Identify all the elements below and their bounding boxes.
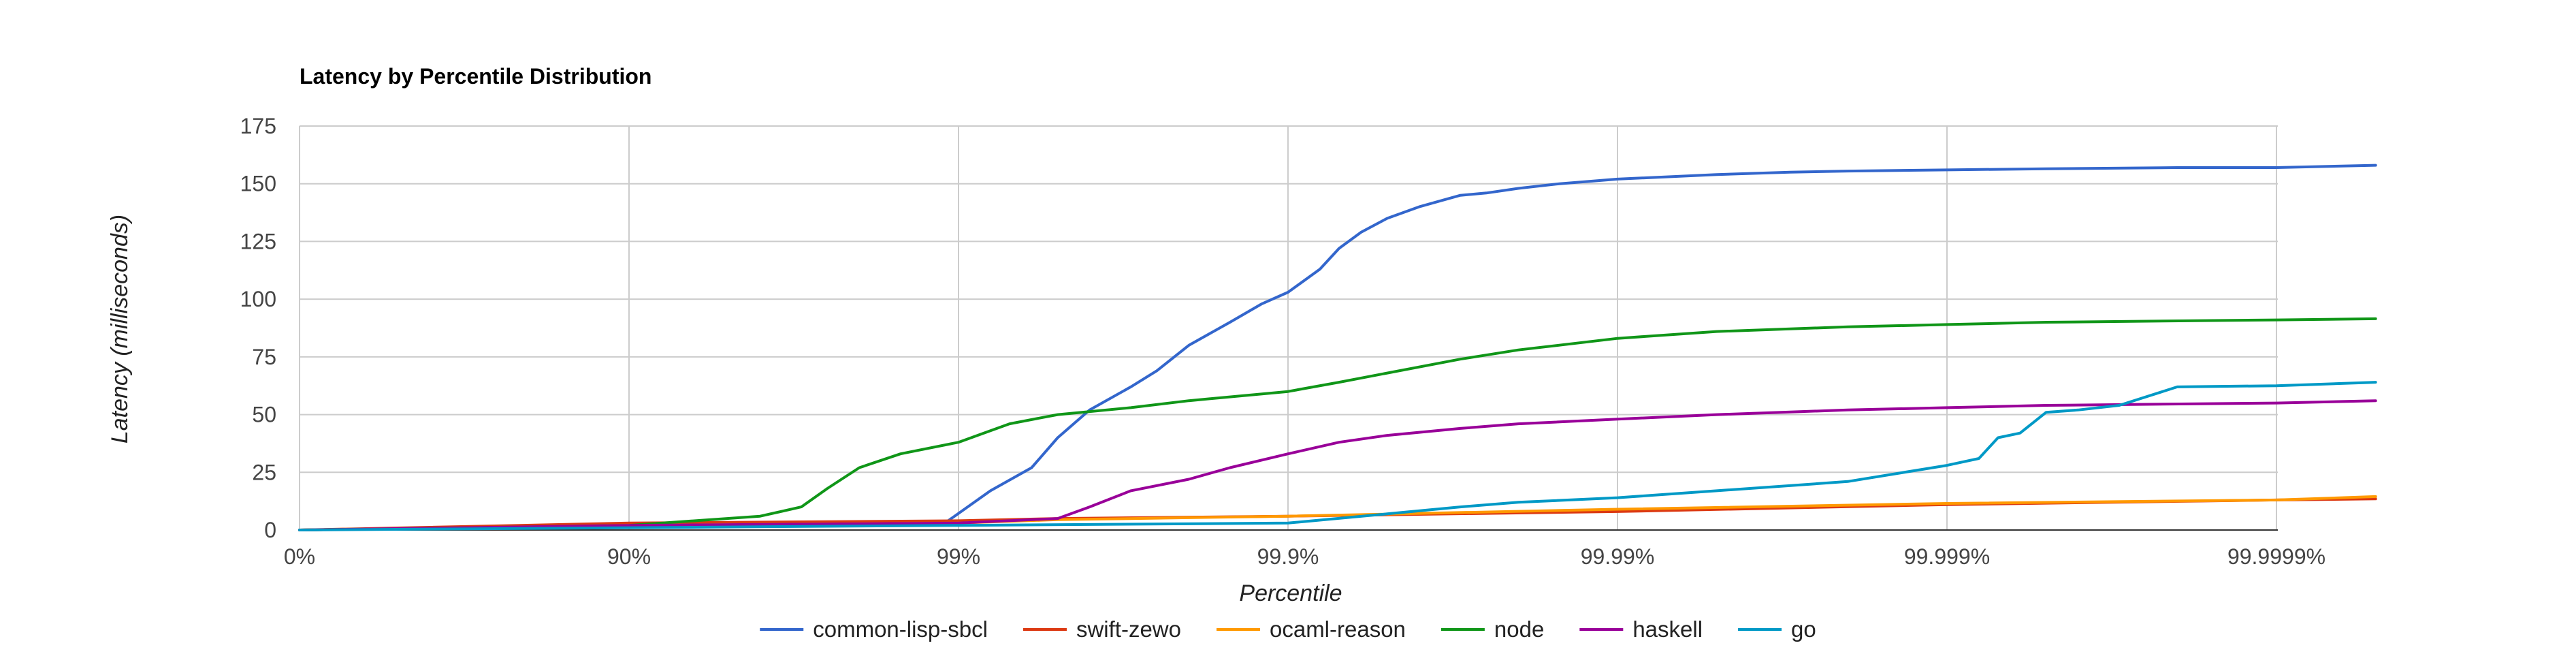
x-axis: 0% 90% 99% 99.9% 99.99% 99.999% 99.9999% [284, 544, 2325, 569]
series-line-node [298, 317, 2377, 531]
y-tick-label: 50 [252, 403, 276, 427]
legend-label: ocaml-reason [1270, 617, 1406, 642]
x-tick-label: 99.9999% [2227, 544, 2325, 569]
legend-label: swift-zewo [1076, 617, 1181, 642]
legend-item-haskell: haskell [1579, 617, 1703, 642]
legend-label: haskell [1632, 617, 1703, 642]
x-tick-label: 99.999% [1904, 544, 1990, 569]
y-tick-label: 175 [240, 114, 276, 138]
series-line-haskell [298, 399, 2377, 531]
legend-label: node [1494, 617, 1544, 642]
grid [299, 125, 2278, 531]
x-axis-title: Percentile [1239, 580, 1342, 606]
plot-area [298, 164, 2377, 531]
x-tick-label: 90% [607, 544, 651, 569]
x-tick-label: 0% [284, 544, 315, 569]
y-tick-label: 100 [240, 287, 276, 311]
y-tick-label: 0 [264, 518, 276, 542]
y-axis-title: Latency (milliseconds) [107, 215, 133, 443]
y-tick-label: 25 [252, 460, 276, 484]
x-tick-label: 99.9% [1257, 544, 1319, 569]
x-tick-label: 99.99% [1581, 544, 1655, 569]
legend-item-node: node [1440, 617, 1544, 642]
legend-label: common-lisp-sbcl [813, 617, 988, 642]
legend-label: go [1791, 617, 1816, 642]
legend: common-lisp-sbcl swift-zewo ocaml-reason no… [760, 617, 1816, 642]
legend-item-ocaml-reason: ocaml-reason [1216, 617, 1406, 642]
y-tick-label: 75 [252, 345, 276, 369]
legend-item-common-lisp-sbcl: common-lisp-sbcl [760, 617, 988, 642]
y-axis: 0 25 50 75 100 125 150 175 [240, 114, 276, 542]
legend-item-go: go [1738, 617, 1816, 642]
series-line-go [298, 381, 2377, 531]
y-tick-label: 150 [240, 172, 276, 196]
series-line-common-lisp-sbcl [298, 164, 2377, 531]
legend-item-swift-zewo: swift-zewo [1023, 617, 1181, 642]
y-tick-label: 125 [240, 229, 276, 253]
chart-title: Latency by Percentile Distribution [300, 64, 651, 89]
x-tick-label: 99% [937, 544, 980, 569]
